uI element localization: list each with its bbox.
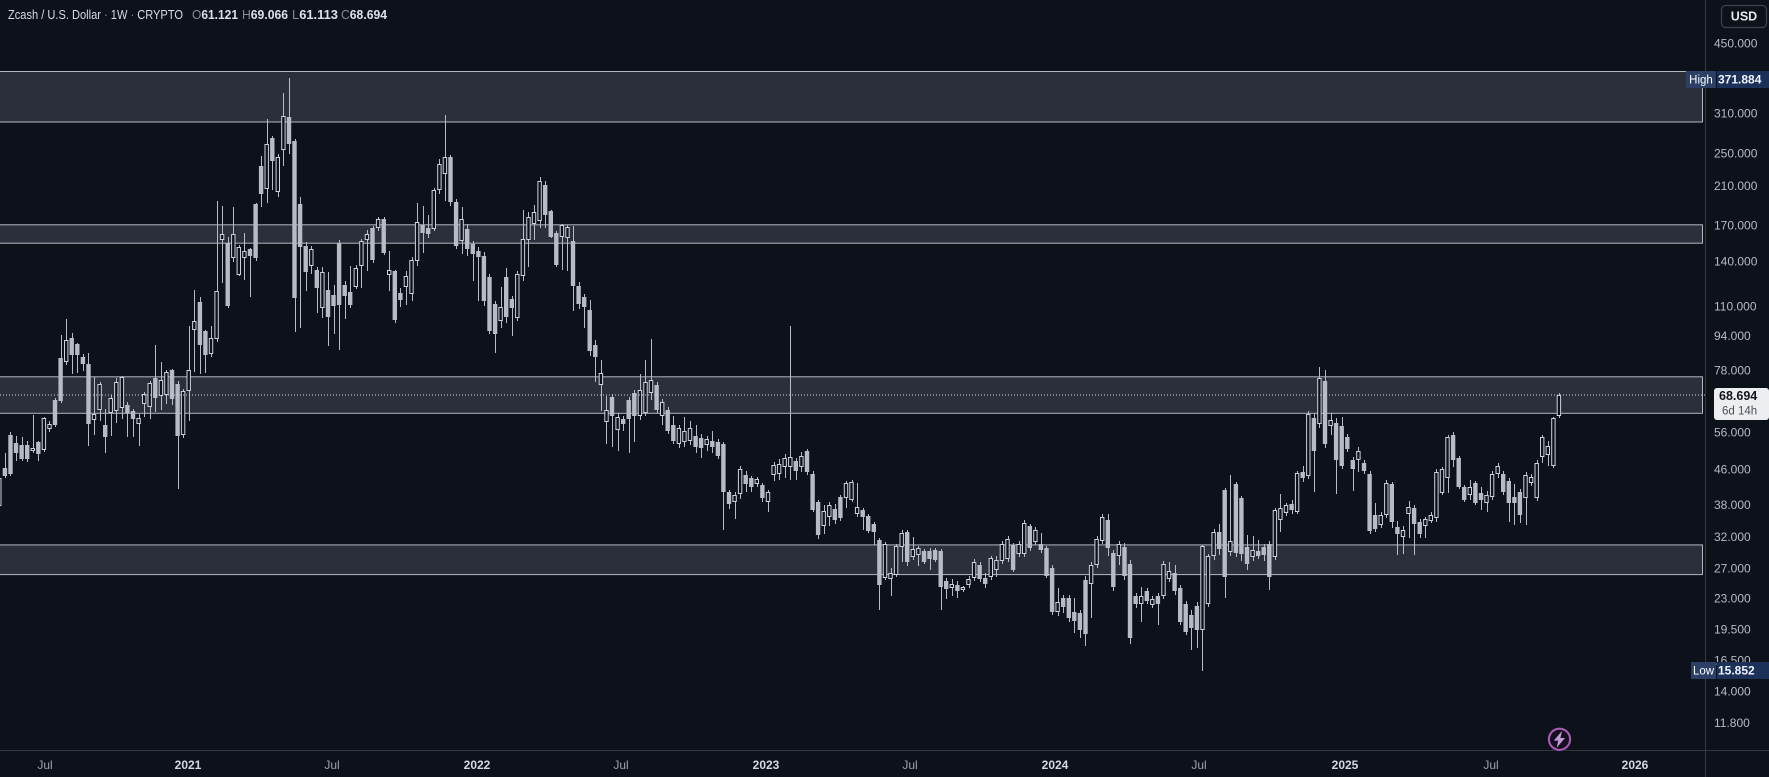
svg-text:Low: Low <box>1693 666 1715 678</box>
svg-text:Jul: Jul <box>1483 758 1498 772</box>
svg-text:2026: 2026 <box>1622 758 1649 772</box>
svg-text:2025: 2025 <box>1332 758 1359 772</box>
svg-text:Jul: Jul <box>324 758 339 772</box>
svg-text:2021: 2021 <box>175 758 202 772</box>
svg-text:2024: 2024 <box>1042 758 1069 772</box>
svg-text:19.500: 19.500 <box>1714 622 1751 636</box>
svg-text:32.000: 32.000 <box>1714 530 1751 544</box>
svg-text:110.000: 110.000 <box>1714 300 1757 314</box>
svg-text:2022: 2022 <box>464 758 491 772</box>
svg-text:Jul: Jul <box>37 758 52 772</box>
svg-text:High: High <box>1689 75 1713 87</box>
svg-text:210.000: 210.000 <box>1714 179 1758 193</box>
svg-text:140.000: 140.000 <box>1714 255 1758 269</box>
svg-text:USD: USD <box>1731 10 1757 24</box>
svg-text:C68.694: C68.694 <box>341 8 387 22</box>
svg-text:Zcash / U.S. Dollar · 1W · CRY: Zcash / U.S. Dollar · 1W · CRYPTO <box>8 8 183 22</box>
svg-text:310.000: 310.000 <box>1714 106 1758 120</box>
svg-text:27.000: 27.000 <box>1714 562 1751 576</box>
svg-text:46.000: 46.000 <box>1714 462 1751 476</box>
svg-text:O61.121: O61.121 <box>192 8 238 22</box>
svg-text:15.852: 15.852 <box>1718 664 1755 678</box>
svg-text:Jul: Jul <box>613 758 628 772</box>
svg-text:Jul: Jul <box>902 758 917 772</box>
svg-text:6d 14h: 6d 14h <box>1722 406 1757 418</box>
svg-text:38.000: 38.000 <box>1714 498 1751 512</box>
svg-text:250.000: 250.000 <box>1714 146 1758 160</box>
svg-text:23.000: 23.000 <box>1714 592 1751 606</box>
svg-text:14.000: 14.000 <box>1714 684 1751 698</box>
svg-text:450.000: 450.000 <box>1714 37 1758 51</box>
svg-text:2023: 2023 <box>753 758 780 772</box>
svg-text:68.694: 68.694 <box>1719 389 1757 403</box>
svg-text:371.884: 371.884 <box>1718 73 1762 87</box>
svg-text:94.000: 94.000 <box>1714 329 1751 343</box>
svg-text:78.000: 78.000 <box>1714 364 1751 378</box>
svg-text:L61.113: L61.113 <box>292 8 338 22</box>
svg-text:11.800: 11.800 <box>1714 716 1750 730</box>
svg-text:Jul: Jul <box>1191 758 1206 772</box>
svg-text:56.000: 56.000 <box>1714 426 1751 440</box>
svg-text:H69.066: H69.066 <box>242 8 288 22</box>
svg-text:170.000: 170.000 <box>1714 218 1758 232</box>
